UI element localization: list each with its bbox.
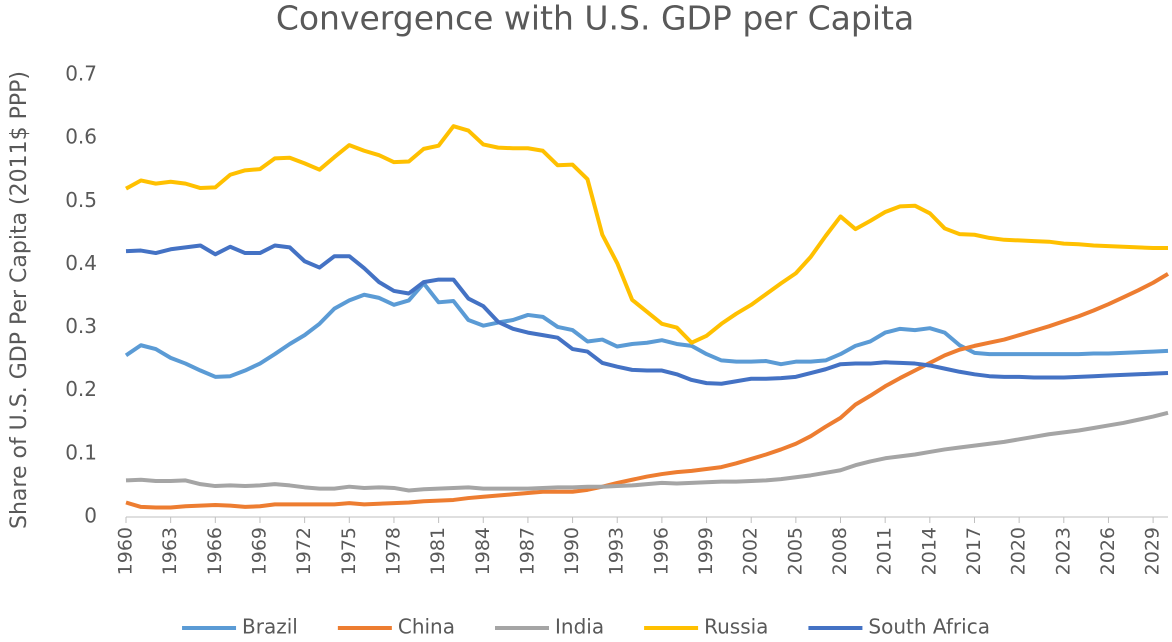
legend-label: Brazil xyxy=(242,615,298,639)
legend-label: South Africa xyxy=(868,615,990,639)
y-axis-label: Share of U.S. GDP Per Capita (2011$ PPP) xyxy=(7,71,32,529)
y-tick-label: 0.2 xyxy=(65,377,97,401)
x-tick-label: 2005 xyxy=(784,527,806,575)
x-tick-label: 2014 xyxy=(918,527,940,575)
x-tick-label: 1972 xyxy=(293,527,315,575)
x-tick-label: 1984 xyxy=(472,527,494,575)
x-tick-label: 1966 xyxy=(204,527,226,575)
x-tick-label: 2002 xyxy=(740,527,762,575)
x-tick-label: 1978 xyxy=(382,527,404,575)
x-tick-label: 1990 xyxy=(561,527,583,575)
x-tick-label: 2008 xyxy=(829,527,851,575)
legend-label: India xyxy=(555,615,604,639)
y-tick-label: 0.6 xyxy=(65,125,97,149)
y-tick-label: 0.3 xyxy=(65,314,97,338)
series-line xyxy=(124,281,1169,379)
chart-title: Convergence with U.S. GDP per Capita xyxy=(276,0,914,38)
x-tick-label: 1963 xyxy=(159,527,181,575)
x-tick-label: 1975 xyxy=(338,527,360,575)
x-tick-label: 2026 xyxy=(1097,527,1119,575)
y-tick-label: 0.4 xyxy=(65,251,97,275)
x-tick-label: 1981 xyxy=(427,527,449,575)
x-tick-label: 1960 xyxy=(115,527,137,575)
series-line xyxy=(125,124,1168,345)
x-tick-label: 2011 xyxy=(874,527,896,575)
x-tick-label: 2023 xyxy=(1052,527,1074,575)
x-tick-label: 2017 xyxy=(963,527,985,575)
x-tick-label: 2029 xyxy=(1142,527,1164,575)
series-line xyxy=(125,243,1169,386)
legend-label: Russia xyxy=(704,615,768,639)
x-tick-label: 1996 xyxy=(650,527,672,575)
x-tick-label: 1999 xyxy=(695,527,717,575)
y-tick-label: 0.1 xyxy=(65,440,97,464)
x-tick-label: 2020 xyxy=(1008,527,1030,575)
y-tick-label: 0 xyxy=(84,504,97,528)
x-tick-label: 1969 xyxy=(248,527,270,575)
series-line xyxy=(125,272,1170,510)
x-tick-label: 1993 xyxy=(606,527,628,575)
legend-label: China xyxy=(398,615,455,639)
x-tick-label: 1987 xyxy=(516,527,538,575)
y-tick-label: 0.5 xyxy=(65,188,97,212)
series-line xyxy=(125,410,1169,493)
y-tick-label: 0.7 xyxy=(65,62,97,86)
